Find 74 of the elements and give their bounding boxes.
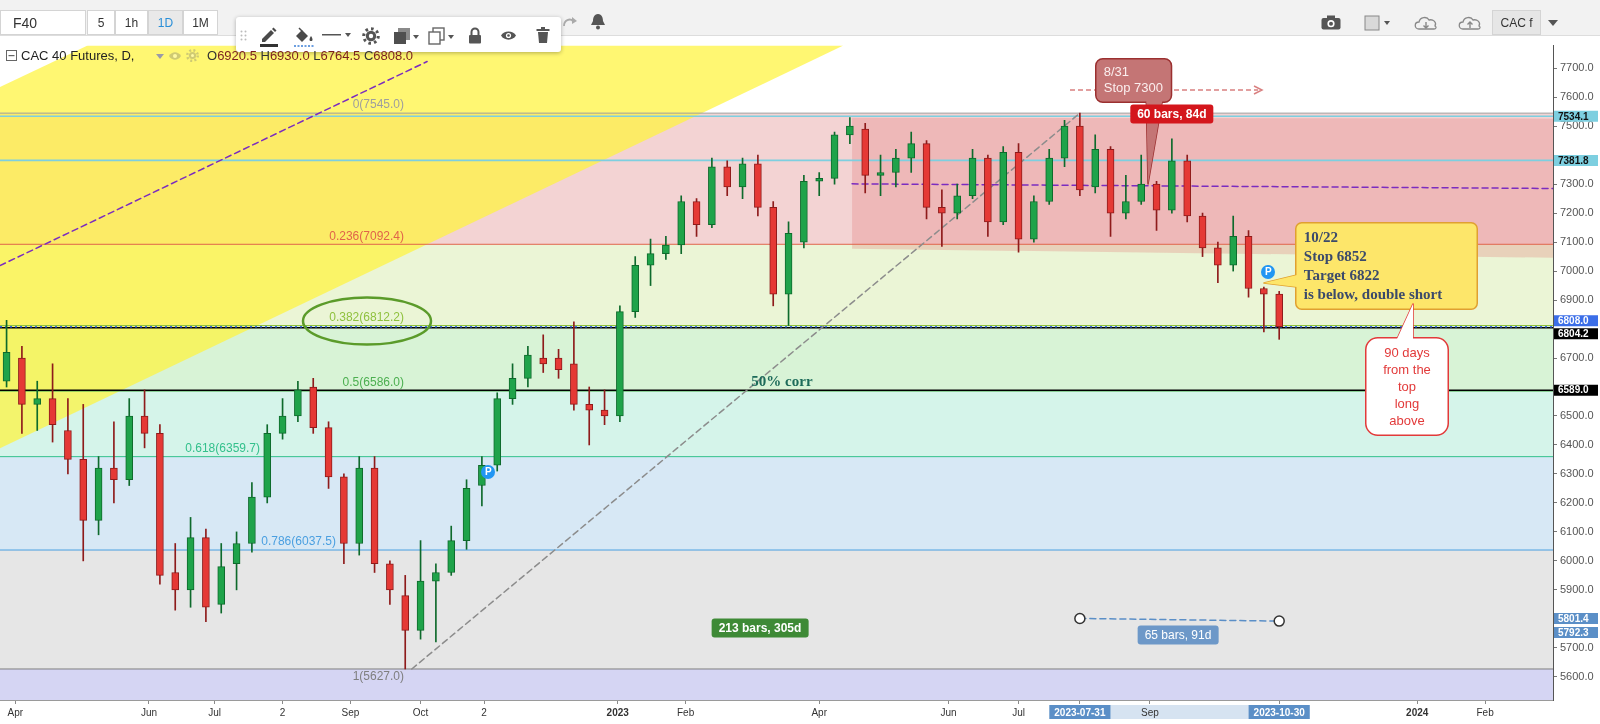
- annotation: P: [1261, 264, 1276, 279]
- y-tick-label: 7600.0: [1560, 90, 1594, 103]
- ref-line-label: 0.786(6037.5): [261, 534, 336, 549]
- chart-subtitle: O6920.5 H6930.0 L6764.5 C6808.0: [207, 48, 414, 63]
- x-tick-label: Jul: [208, 706, 222, 718]
- ref-line-label: 7381.8: [1558, 154, 1590, 166]
- ref-line-label: 7534.1: [1558, 110, 1590, 122]
- ref-line-label: 6589.0: [1558, 384, 1590, 396]
- y-tick-label: 6400.0: [1560, 437, 1594, 450]
- y-tick-label: 6500.0: [1560, 409, 1594, 422]
- button: 1D: [148, 10, 183, 35]
- annotation: 65 bars, 91d: [1137, 625, 1219, 645]
- x-tick-label: Oct: [412, 706, 429, 718]
- text: 5792.3: [1554, 626, 1598, 638]
- y-tick-label: 5700.0: [1560, 640, 1594, 653]
- candlestick: [1260, 286, 1268, 333]
- candlestick: [815, 172, 824, 197]
- y-tick-label: 7000.0: [1560, 264, 1594, 277]
- ref-line-label: 0.236(7092.4): [329, 228, 404, 243]
- annotation: 60 bars, 84d: [1130, 104, 1214, 124]
- button: 1M: [183, 10, 218, 35]
- y-tick-label: 5600.0: [1560, 669, 1594, 682]
- x-tick-label: Jun: [940, 706, 957, 718]
- button: 1h: [115, 10, 148, 35]
- candlestick: [539, 334, 548, 373]
- y-tick-label: 6700.0: [1560, 351, 1594, 364]
- y-tick-label: 6100.0: [1560, 524, 1594, 537]
- x-tick-label: Feb: [1476, 706, 1495, 718]
- x-tick-label: 2023-10-30: [1253, 706, 1306, 718]
- ref-line-label: 0.5(6586.0): [342, 375, 404, 390]
- annotation: 90 days from the top long above: [1365, 337, 1449, 436]
- x-tick-label: Sep: [1141, 706, 1160, 718]
- ref-line-label: 0.382(6812.2): [329, 309, 404, 324]
- text: 5801.4: [1554, 612, 1598, 624]
- candlestick: [585, 386, 594, 446]
- x-tick-label: Apr: [7, 706, 24, 718]
- candlestick: [33, 380, 42, 431]
- annotation: 10/22 Stop 6852 Target 6822 is below, double short: [1294, 221, 1478, 310]
- x-tick-label: Jul: [1012, 706, 1025, 718]
- ref-line-label: 0(7545.0): [352, 97, 404, 112]
- y-tick-label: 7100.0: [1560, 235, 1594, 248]
- text-field: CAC f: [1492, 10, 1541, 35]
- ref-line-label: 6808.0: [1558, 315, 1590, 327]
- candlestick: [432, 563, 440, 643]
- annotation: P: [481, 464, 496, 479]
- y-tick-label: 7300.0: [1560, 177, 1594, 190]
- x-tick-label: Feb: [676, 706, 695, 718]
- x-tick-label: Jun: [140, 706, 158, 718]
- x-tick-label: Sep: [341, 706, 360, 718]
- y-tick-label: 5900.0: [1560, 582, 1594, 595]
- x-tick-label: 2023-07-31: [1054, 706, 1106, 718]
- x-tick-label: Apr: [811, 706, 828, 718]
- y-tick-label: 6900.0: [1560, 293, 1594, 306]
- y-tick-label: 6000.0: [1560, 553, 1594, 566]
- x-tick-label: 2: [279, 706, 286, 718]
- y-tick-label: 6300.0: [1560, 466, 1594, 479]
- annotation: 213 bars, 305d: [711, 618, 809, 637]
- ref-line-label: 6804.2: [1558, 328, 1590, 340]
- x-tick-label: 2023: [606, 706, 630, 718]
- annotation: 50% corr: [751, 373, 813, 390]
- ref-line-label: 0.618(6359.7): [185, 440, 260, 455]
- button: 5: [87, 10, 115, 35]
- annotation: 8/31 Stop 7300: [1094, 58, 1173, 104]
- candlestick: [938, 189, 946, 247]
- x-tick-label: 2024: [1406, 706, 1429, 718]
- y-tick-label: 7200.0: [1560, 206, 1594, 219]
- x-tick-label: 2: [481, 706, 488, 718]
- y-tick-label: 7700.0: [1560, 61, 1594, 74]
- chart-title: CAC 40 Futures, D,: [21, 48, 135, 63]
- text-field: F40: [0, 10, 86, 35]
- y-tick-label: 6200.0: [1560, 495, 1594, 508]
- candlestick: [110, 421, 118, 504]
- ref-line-label: 1(5627.0): [352, 669, 404, 684]
- y-tick-label: 7500.0: [1560, 119, 1594, 132]
